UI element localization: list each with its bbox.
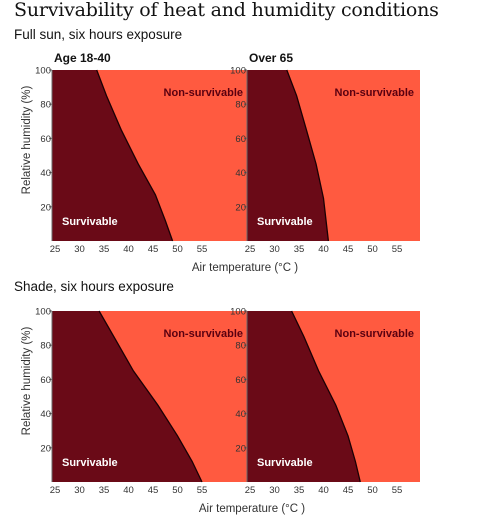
survivable-region — [52, 70, 173, 241]
x-tick-label: 45 — [343, 244, 354, 255]
survivability-boundary-line — [286, 69, 330, 242]
x-tick-label: 40 — [318, 485, 329, 496]
y-tick-label: 20 — [40, 202, 51, 213]
survivability-boundary-line — [96, 69, 174, 242]
x-tick-label: 40 — [318, 244, 329, 255]
x-tick-label: 55 — [392, 244, 403, 255]
panel-title: Over 65 — [249, 51, 293, 65]
y-tick-label: 60 — [40, 134, 51, 145]
y-tick-label: 60 — [235, 375, 246, 386]
x-tick-label: 50 — [367, 485, 378, 496]
x-tick-label: 25 — [245, 485, 256, 496]
x-axis-title: Air temperature (°C ) — [199, 503, 305, 515]
x-tick-label: 25 — [50, 485, 61, 496]
y-tick-label: 100 — [230, 307, 246, 318]
survivable-label: Survivable — [62, 457, 118, 469]
x-tick-label: 55 — [197, 244, 208, 255]
x-tick-label: 25 — [245, 244, 256, 255]
y-axis-title: Relative humidity (%) — [21, 327, 33, 436]
survivable-label: Survivable — [62, 216, 118, 228]
section-title-shade: Shade, six hours exposure — [14, 279, 174, 294]
x-tick-label: 35 — [294, 244, 305, 255]
non-survivable-label: Non-survivable — [335, 328, 414, 340]
survivability-boundary-line — [291, 310, 361, 483]
y-tick-label: 80 — [235, 341, 246, 352]
y-tick-label: 80 — [40, 341, 51, 352]
x-tick-label: 50 — [172, 485, 183, 496]
y-tick-label: 100 — [230, 66, 246, 77]
survivable-label: Survivable — [257, 457, 313, 469]
x-tick-label: 45 — [148, 244, 159, 255]
x-tick-label: 30 — [269, 485, 280, 496]
survivable-label: Survivable — [257, 216, 313, 228]
x-tick-label: 25 — [50, 244, 61, 255]
x-tick-label: 40 — [123, 485, 134, 496]
y-tick-label: 40 — [40, 409, 51, 420]
y-tick-label: 40 — [40, 168, 51, 179]
y-tick-label: 60 — [235, 134, 246, 145]
x-tick-label: 45 — [343, 485, 354, 496]
chart-title: Survivability of heat and humidity condi… — [14, 0, 439, 21]
x-tick-label: 40 — [123, 244, 134, 255]
x-tick-label: 55 — [197, 485, 208, 496]
x-tick-label: 45 — [148, 485, 159, 496]
y-tick-label: 80 — [235, 100, 246, 111]
survivable-region — [52, 311, 202, 482]
survivability-boundary-line — [98, 310, 203, 483]
x-tick-label: 30 — [269, 244, 280, 255]
y-tick-label: 40 — [235, 168, 246, 179]
non-survivable-label: Non-survivable — [335, 87, 414, 99]
y-tick-label: 80 — [40, 100, 51, 111]
x-tick-label: 55 — [392, 485, 403, 496]
x-tick-label: 50 — [367, 244, 378, 255]
x-tick-label: 50 — [172, 244, 183, 255]
x-tick-label: 30 — [74, 244, 85, 255]
y-tick-label: 100 — [35, 66, 51, 77]
x-axis-title: Air temperature (°C ) — [192, 262, 298, 274]
y-tick-label: 20 — [235, 443, 246, 454]
survivable-region — [247, 70, 329, 241]
y-tick-label: 20 — [40, 443, 51, 454]
x-tick-label: 30 — [74, 485, 85, 496]
survivable-region — [247, 311, 361, 482]
y-tick-label: 20 — [235, 202, 246, 213]
x-tick-label: 35 — [99, 244, 110, 255]
y-tick-label: 40 — [235, 409, 246, 420]
y-tick-label: 100 — [35, 307, 51, 318]
panel-title: Age 18-40 — [54, 51, 111, 65]
y-tick-label: 60 — [40, 375, 51, 386]
y-axis-title: Relative humidity (%) — [21, 86, 33, 195]
x-tick-label: 35 — [294, 485, 305, 496]
non-survivable-label: Non-survivable — [164, 328, 243, 340]
section-title-full-sun: Full sun, six hours exposure — [14, 27, 183, 42]
x-tick-label: 35 — [99, 485, 110, 496]
non-survivable-label: Non-survivable — [164, 87, 243, 99]
